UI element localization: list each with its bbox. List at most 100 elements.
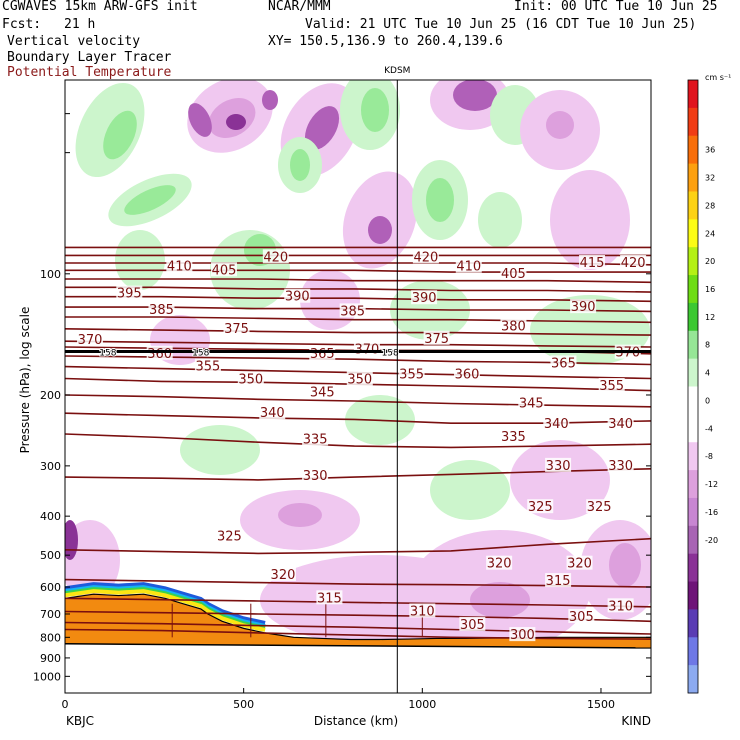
isentrope-label-bg	[607, 457, 634, 472]
isentrope-label-bg	[309, 384, 336, 399]
isentrope-label: 325	[587, 500, 612, 515]
x-tick-label: 500	[233, 698, 254, 711]
station-marker-label: KDSM	[384, 66, 410, 76]
isentrope-label-bg	[259, 405, 286, 420]
isentrope-label: 420	[621, 256, 646, 271]
isentrope-label-bg	[550, 355, 577, 370]
isentrope-label: 315	[317, 591, 342, 606]
isentrope-345	[65, 394, 651, 408]
isentrope-label: 355	[196, 360, 221, 375]
colorbar-tick-label: 36	[705, 146, 715, 155]
isentrope-label: 310	[608, 599, 633, 614]
isentrope-label: 360	[147, 347, 172, 362]
y-tick-label: 800	[40, 631, 61, 644]
colorbar-swatch	[688, 135, 698, 165]
colorbar: 36 32 28 24 20 16 12 8 4 0 -4 -8 -12 -16 -20	[687, 79, 718, 694]
colorbar-swatch	[688, 330, 698, 360]
x-axis-label: Distance (km)	[314, 714, 398, 728]
y-tick-label: 500	[40, 549, 61, 562]
isentrope-310	[65, 610, 651, 623]
x-axis: 0 500 1000 1500	[62, 688, 615, 711]
isentrope-label: 420	[413, 250, 438, 265]
y-tick-label: 1000	[33, 670, 61, 683]
isentrope-label: 330	[303, 469, 328, 484]
isentrope-label: 345	[519, 397, 544, 412]
isentrope-label: 305	[569, 610, 594, 625]
y-axis: 100 200 300 400 500 600 700 800 900 1000	[33, 113, 651, 683]
isentrope-label-bg	[527, 499, 554, 514]
isentrope-label: 420	[263, 250, 288, 265]
isentrope-label: 380	[501, 319, 526, 334]
isentrope-label: 330	[546, 459, 571, 474]
colorbar-swatch	[688, 302, 698, 332]
isentrope-label: 330	[608, 459, 633, 474]
colorbar-swatch	[688, 525, 698, 555]
field-boundary-layer-tracer: Boundary Layer Tracer	[7, 50, 172, 65]
isentrope-label-bg	[598, 378, 625, 393]
colorbar-swatch	[688, 247, 698, 276]
isentrope-label: 390	[285, 290, 310, 305]
isentrope-label-bg	[423, 330, 450, 345]
colorbar-tick-label: 32	[705, 174, 715, 183]
colorbar-swatch	[688, 80, 698, 109]
y-tick-label: 900	[40, 652, 61, 665]
isentrope-label-bg	[237, 371, 264, 386]
isentrope-label: 405	[501, 267, 526, 282]
isentrope-label: 385	[149, 303, 174, 318]
isentrope-410	[65, 262, 651, 266]
init-time: Init: 00 UTC Tue 10 Jun 25	[514, 0, 718, 14]
colorbar-tick-label: -8	[705, 452, 713, 461]
isentrope-label: 375	[224, 322, 249, 337]
isentrope-label: 355	[599, 379, 624, 394]
isentrope-label-bg	[566, 555, 593, 570]
y-tick-label: 200	[40, 389, 61, 402]
isentrope-label: 315	[546, 574, 571, 589]
isentrope-label: 340	[260, 406, 285, 421]
isentrope-label: 415	[580, 256, 605, 271]
tropopause-label: 158	[192, 349, 209, 359]
model-base-line	[65, 643, 651, 649]
isentrope-label-bg	[586, 499, 613, 514]
colorbar-swatch	[688, 609, 698, 638]
ground-line	[65, 593, 651, 641]
colorbar-tick-label: 16	[705, 285, 715, 294]
isentrope-label: 405	[212, 263, 237, 278]
colorbar-swatch	[688, 191, 698, 220]
isentrope-label: 385	[340, 304, 365, 319]
isentrope-label-bg	[411, 290, 438, 305]
colorbar-swatch	[688, 275, 698, 304]
isentrope-label-bg	[262, 249, 289, 264]
isentrope-315	[65, 597, 651, 608]
isentrope-label: 320	[567, 557, 592, 572]
tropopause-line: 158 158 158	[65, 348, 651, 360]
potential-temperature-labels: 300 305 305 310 310 315 315 320 320 320 325 325 325 3…	[77, 249, 647, 643]
colorbar-swatch	[688, 219, 698, 248]
isentrope-label: 310	[410, 604, 435, 619]
center-label: NCAR/MMM	[268, 0, 331, 14]
colorbar-swatch	[688, 665, 698, 694]
colorbar-swatch	[688, 107, 698, 137]
isentrope-label-bg	[500, 428, 527, 443]
colorbar-tick-label: 8	[705, 341, 710, 350]
below-ground	[65, 643, 651, 693]
isentrope-label-bg	[453, 366, 480, 381]
isentrope-label-bg	[568, 608, 595, 623]
isentrope-label: 410	[167, 260, 192, 275]
x-tick-label: 0	[62, 698, 69, 711]
isentrope-390	[65, 295, 651, 303]
field-vertical-velocity: Vertical velocity	[7, 34, 141, 49]
colorbar-swatch	[688, 553, 698, 583]
isentrope-label-bg	[302, 468, 329, 483]
colorbar-unit: cm s⁻¹	[705, 73, 731, 82]
isentrope-label: 345	[310, 385, 335, 400]
x-tick-label: 1000	[408, 698, 436, 711]
isentrope-label: 375	[424, 332, 449, 347]
isentrope-label-bg	[543, 415, 570, 430]
colorbar-frame	[687, 79, 699, 694]
colorbar-swatch	[688, 414, 698, 443]
y-tick-label: 100	[40, 268, 61, 281]
isentrope-label-bg	[269, 566, 296, 581]
terrain-surface	[65, 582, 651, 693]
isentrope-405	[65, 269, 651, 273]
